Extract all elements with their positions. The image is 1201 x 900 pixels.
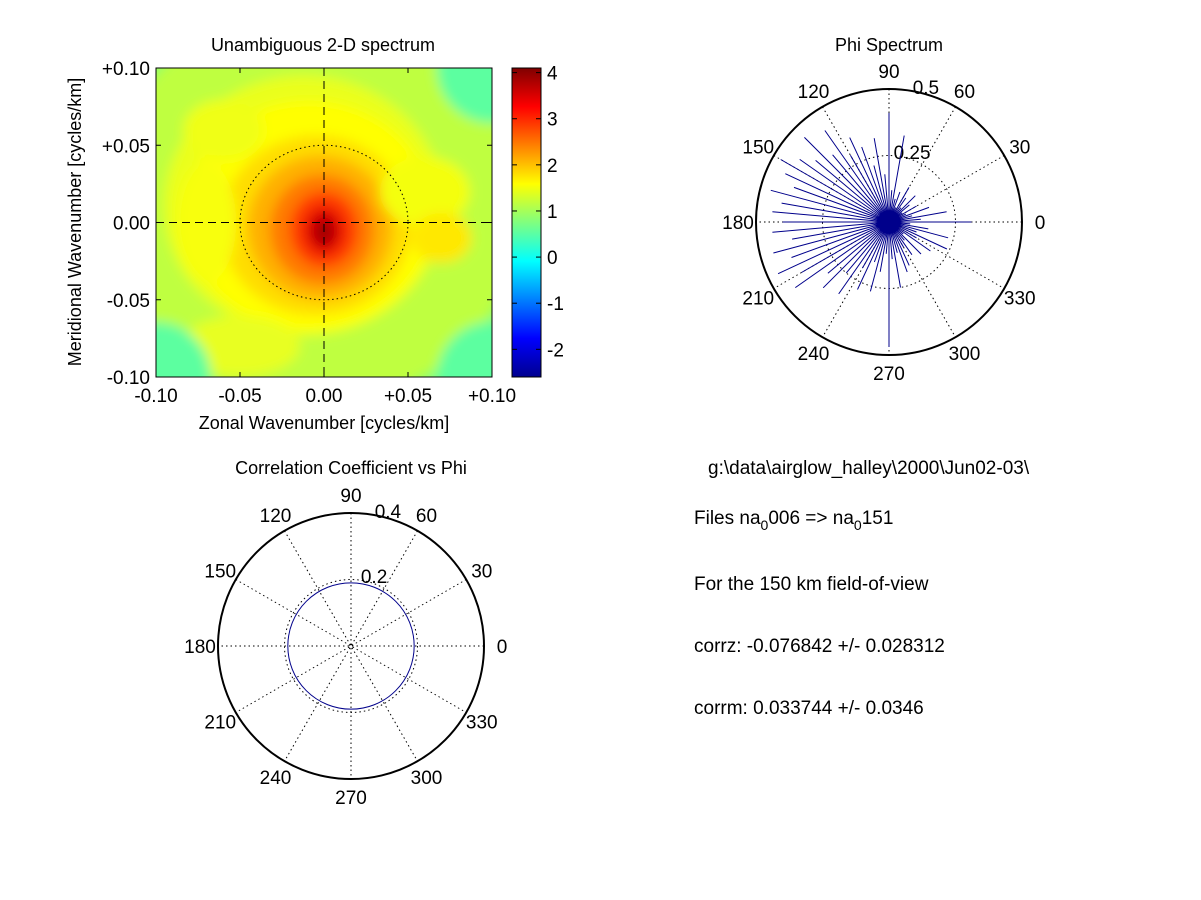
heatmap-y-tick-label: 0.00	[113, 214, 150, 235]
heatmap-intensity-lobe	[180, 316, 300, 377]
colorbar-ticks: 4 3 2 1 0 -1 -2	[512, 64, 564, 361]
polar-spoke	[773, 155, 1005, 289]
heatmap-y-axis-label: Meridional Wavenumber [cycles/km]	[65, 78, 85, 366]
polar-angle-label: 90	[340, 486, 361, 507]
polar-angle-label: 30	[471, 562, 492, 583]
heatmap-intensity-lobe	[379, 156, 470, 227]
polar-angle-label: 0	[1035, 213, 1046, 234]
heatmap-x-tick-label: 0.00	[306, 386, 343, 407]
colorbar-tick-label: 2	[547, 156, 558, 177]
heatmap-x-tick-label: -0.05	[218, 386, 261, 407]
phi-spectrum-title: Phi Spectrum	[835, 35, 943, 55]
heatmap-x-tick-label: -0.10	[134, 386, 177, 407]
polar-spoke	[822, 106, 956, 338]
polar-angle-label: 330	[466, 713, 498, 734]
corrz-text: corrz: -0.076842 +/- 0.028312	[694, 636, 945, 657]
polar-angle-label: 210	[204, 713, 236, 734]
heatmap-corner-low	[437, 322, 492, 377]
polar-angle-label: 90	[878, 62, 899, 83]
colorbar-tick-label: -2	[547, 340, 564, 361]
heatmap-x-tick-label: +0.10	[468, 386, 516, 407]
colorbar-tick-label: 4	[547, 64, 558, 85]
heatmap-corner-low	[156, 322, 211, 377]
polar-spoke	[235, 579, 467, 713]
files-range-text: Files na0006 => na0151	[694, 508, 894, 533]
heatmap-title: Unambiguous 2-D spectrum	[211, 35, 435, 55]
heatmap-y-tick-label: +0.10	[102, 59, 150, 80]
polar-spoke	[235, 579, 467, 713]
polar-radial-label: 0.4	[375, 502, 402, 523]
corrm-text: corrm: 0.033744 +/- 0.0346	[694, 698, 924, 719]
heatmap-y-tick-label: -0.10	[107, 368, 150, 389]
colorbar-tick-label: 3	[547, 110, 558, 131]
polar-angle-label: 180	[184, 637, 216, 658]
polar-angle-label: 120	[798, 82, 830, 103]
polar-spoke	[284, 530, 418, 762]
polar-radial-label: 0.25	[894, 143, 931, 164]
heatmap-plot-area	[156, 68, 492, 377]
heatmap-intensity-lobe	[176, 162, 237, 283]
heatmap-x-tick-label: +0.05	[384, 386, 432, 407]
polar-angle-label: 240	[260, 768, 292, 789]
polar-angle-label: 300	[949, 344, 981, 365]
heatmap-x-axis-label: Zonal Wavenumber [cycles/km]	[199, 413, 449, 433]
heatmap-intensity-lobe	[411, 212, 472, 263]
colorbar-tick-label: 1	[547, 202, 558, 223]
heatmap-panel: Unambiguous 2-D spectrum -0.10 -0.05 0.00 +…	[65, 35, 516, 433]
colorbar: 4 3 2 1 0 -1 -2	[511, 64, 564, 378]
colorbar-tick-label: -1	[547, 294, 564, 315]
polar-angle-label: 30	[1009, 138, 1030, 159]
polar-angle-label: 0	[497, 637, 508, 658]
polar-angle-label: 60	[416, 506, 437, 527]
phi-spectrum-panel: Phi Spectrum 0 30 60 90 120 150 180 210 240 270 30…	[722, 35, 1045, 385]
polar-angle-label: 150	[204, 562, 236, 583]
files-to-subscript: 0	[853, 517, 862, 533]
polar-spoke	[284, 530, 418, 762]
polar-spoke	[822, 106, 956, 338]
polar-angle-label: 270	[873, 364, 905, 385]
correlation-polar-axes: 0 30 60 90 120 150 180 210 240 270 300 330 0.2 0.4	[184, 486, 507, 809]
polar-angle-label: 300	[411, 768, 443, 789]
heatmap-y-ticks: +0.10 +0.05 0.00 -0.05 -0.10	[102, 59, 492, 389]
heatmap-x-ticks: -0.10 -0.05 0.00 +0.05 +0.10	[134, 68, 516, 407]
correlation-title: Correlation Coefficient vs Phi	[235, 458, 467, 478]
heatmap-y-tick-label: +0.05	[102, 136, 150, 157]
heatmap-intensity-field	[156, 68, 492, 377]
polar-angle-label: 330	[1004, 289, 1036, 310]
correlation-panel: Correlation Coefficient vs Phi 0 30 60 90 12…	[184, 458, 507, 809]
heatmap-corner-low	[437, 68, 492, 123]
files-to-number: 151	[861, 508, 894, 529]
heatmap-intensity-lobe	[183, 99, 264, 160]
field-of-view-text: For the 150 km field-of-view	[694, 574, 929, 595]
polar-angle-label: 270	[335, 788, 367, 809]
phi-spectrum-series-line	[770, 112, 972, 347]
polar-angle-label: 150	[742, 138, 774, 159]
heatmap-y-tick-label: -0.05	[107, 291, 150, 312]
polar-angle-label: 240	[798, 344, 830, 365]
data-path-text: g:\data\airglow_halley\2000\Jun02-03\	[708, 458, 1030, 479]
polar-radial-label: 0.5	[913, 78, 939, 99]
polar-angle-label: 210	[742, 289, 774, 310]
polar-angle-label: 60	[954, 82, 975, 103]
correlation-series-circle	[287, 582, 415, 710]
files-from-subscript: 0	[760, 517, 769, 533]
colorbar-tick-label: 0	[547, 248, 558, 269]
files-prefix: Files na	[694, 508, 761, 529]
polar-angle-label: 120	[260, 506, 292, 527]
colorbar-gradient	[511, 67, 542, 378]
polar-angle-label: 180	[722, 213, 754, 234]
files-arrow: => na	[800, 508, 854, 529]
polar-radial-label: 0.2	[361, 567, 387, 588]
files-from-number: 006	[768, 508, 801, 529]
